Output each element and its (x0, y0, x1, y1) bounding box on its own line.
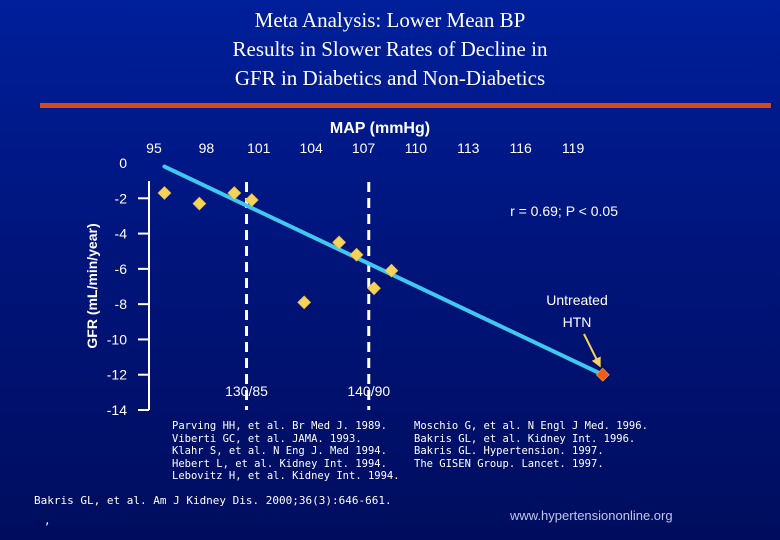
untreated-data-point (595, 367, 610, 382)
citation-tail: , (44, 514, 51, 527)
data-point (227, 186, 242, 200)
title-divider (40, 103, 771, 108)
y-tick-label: -10 (107, 331, 127, 347)
source-citation: Bakris GL, et al. Am J Kidney Dis. 2000;… (34, 494, 392, 507)
title-line: Meta Analysis: Lower Mean BP (254, 8, 526, 32)
reference-item: Bakris GL, et al. Kidney Int. 1996. (414, 432, 636, 445)
x-axis-label: MAP (mmHg) (330, 120, 430, 137)
reference-line-label: 140/90 (347, 383, 390, 399)
reference-item: Viberti GC, et al. JAMA. 1993. (172, 432, 362, 445)
untreated-label: Untreated (546, 292, 607, 308)
y-tick-label: -2 (115, 190, 128, 206)
y-tick-label: -14 (107, 402, 127, 418)
slide-title: Meta Analysis: Lower Mean BP Results in … (110, 6, 670, 93)
data-point (349, 247, 364, 262)
reference-item: Lebovitz H, et al. Kidney Int. 1994. (172, 470, 400, 482)
data-point (332, 235, 346, 250)
reference-item: Klahr S, et al. N Eng J. Med 1994. (172, 445, 387, 457)
x-tick-label: 119 (562, 140, 585, 156)
reference-item: Moschio G, et al. N Engl J Med. 1996. (414, 420, 648, 432)
references-left: Parving HH, et al. Br Med J. 1989. Viber… (172, 420, 400, 483)
y-tick-label: 0 (119, 155, 127, 171)
reference-line-label: 130/85 (225, 383, 268, 399)
annotation-arrow (583, 333, 601, 368)
data-point (384, 263, 399, 278)
x-tick-label: 101 (247, 140, 271, 156)
reference-item: Hebert L, et al. Kidney Int. 1994. (172, 457, 387, 470)
x-tick-label: 98 (199, 140, 215, 156)
x-tick-label: 116 (510, 140, 533, 156)
x-tick-label: 95 (146, 140, 162, 156)
data-point (367, 281, 381, 296)
y-tick-label: -8 (115, 296, 128, 312)
data-point (244, 193, 259, 207)
y-tick-label: -4 (115, 226, 128, 242)
x-tick-label: 107 (352, 140, 376, 156)
reference-item: Bakris GL. Hypertension. 1997. (414, 445, 604, 457)
x-tick-label: 113 (457, 140, 480, 156)
data-point (192, 196, 207, 211)
reference-item: Parving HH, et al. Br Med J. 1989. (172, 420, 387, 432)
reference-item: The GISEN Group. Lancet. 1997. (414, 457, 604, 470)
y-tick-label: -6 (115, 261, 128, 277)
title-line: GFR in Diabetics and Non-Diabetics (234, 66, 546, 90)
website-link[interactable]: www.hypertensiononline.org (510, 508, 673, 523)
data-point (297, 295, 312, 310)
regression-line (162, 164, 605, 377)
x-tick-label: 110 (405, 140, 428, 156)
references-right: Moschio G, et al. N Engl J Med. 1996. Ba… (414, 420, 648, 470)
x-tick-label: 104 (299, 140, 323, 156)
y-tick-label: -12 (107, 367, 127, 383)
data-point (157, 186, 172, 200)
y-axis-label: GFR (mL/min/year) (84, 223, 100, 348)
stat-annotation: r = 0.69; P < 0.05 (510, 203, 618, 219)
title-line: Results in Slower Rates of Decline in (232, 37, 548, 61)
untreated-label: HTN (563, 314, 592, 330)
